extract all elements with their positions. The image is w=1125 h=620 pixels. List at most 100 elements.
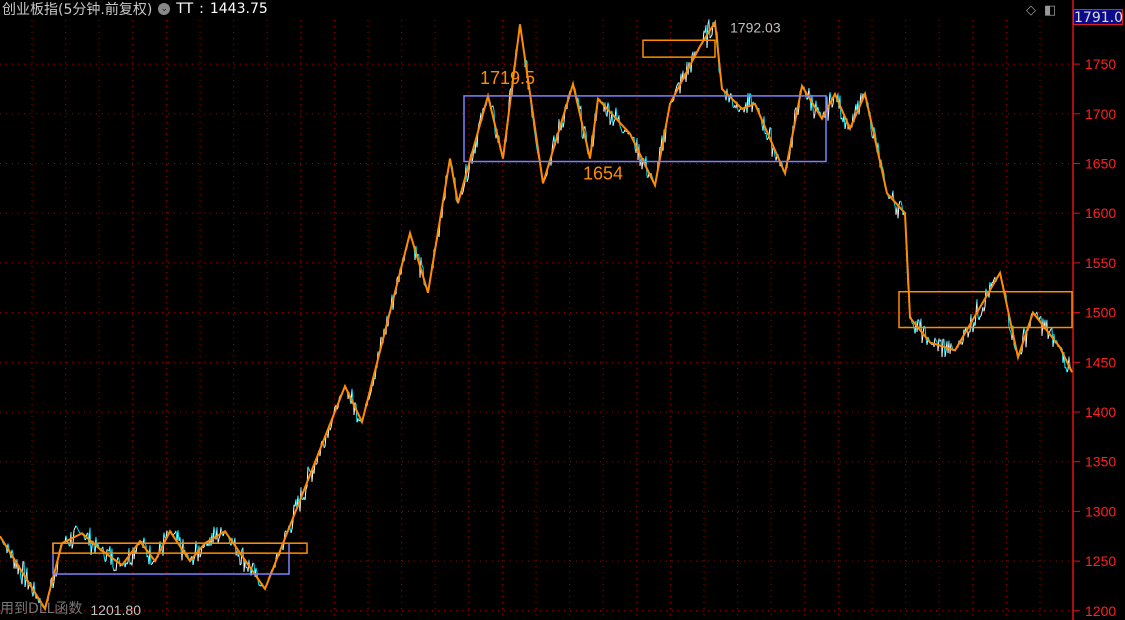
price-segment [1049,328,1052,332]
price-segment [1066,369,1069,373]
price-segment [182,538,185,551]
price-segment [771,147,774,157]
price-segment [827,106,830,121]
price-segment [368,395,371,400]
price-segment [874,132,877,139]
dropdown-circle-icon[interactable]: ⌄ [158,3,171,15]
price-segment [676,83,679,86]
price-segment [751,101,754,113]
price-segment [738,109,741,113]
price-segment [323,446,326,449]
price-segment [466,178,469,183]
price-segment [311,468,314,482]
price-segment [584,125,587,133]
price-segment [380,336,383,339]
price-segment [619,126,622,129]
range-box [898,290,1073,329]
price-segment [353,402,356,416]
price-segment [199,554,202,558]
price-segment [84,538,87,541]
price-segment [173,532,176,535]
axis-tick-label: 1600 [1085,205,1116,221]
price-segment [195,540,198,549]
price-segment [112,567,115,572]
price-segment [240,549,243,565]
price-segment [709,36,712,39]
price-segment [315,463,318,465]
price-segment [1036,311,1039,318]
price-segment [797,107,800,115]
price-segment [417,253,420,256]
price-segment [471,156,474,164]
price-annotation: 1792.03 [730,19,781,35]
chart-title: 创业板指(5分钟.前复权) [2,2,153,18]
price-annotation: 1719.5 [480,68,535,88]
current-price-label: 1791.0 [1073,9,1123,26]
price-segment [177,530,180,542]
price-segment [103,555,106,562]
price-segment [77,529,80,532]
price-segment [467,170,470,180]
price-segment [967,331,970,338]
price-segment [577,97,580,105]
price-segment [11,549,14,554]
price-segment [609,120,612,125]
price-segment [251,562,254,568]
panel-toggle-icon[interactable]: ◧ [1044,3,1057,18]
price-segment [2,543,5,545]
indicator-label: TT [176,1,194,17]
axis-tick-label: 1750 [1085,56,1116,72]
price-segment [73,527,76,531]
price-segment [1055,340,1058,342]
price-segment [218,535,221,539]
price-segment [290,529,293,533]
axis-tick-label: 1450 [1085,354,1116,370]
range-box [52,542,290,575]
price-segment [202,546,205,549]
price-segment [166,530,169,534]
price-segment [806,97,809,100]
price-segment [308,468,311,472]
price-segment [650,172,653,177]
range-box [52,542,308,554]
price-segment [478,120,481,124]
price-segment [239,563,242,566]
price-segment [880,159,883,167]
zigzag-line [0,19,1073,612]
price-segment [369,391,372,396]
price-segment [22,560,25,563]
price-segment [607,102,610,107]
price-segment [222,533,225,537]
price-segment [813,113,816,119]
diamond-icon[interactable]: ◇ [1026,3,1036,18]
price-segment [708,19,711,39]
price-segment [672,98,675,102]
price-segment [213,526,216,535]
footer-note: 用到DLL函数 [0,601,83,617]
axis-tick-label: 1500 [1085,305,1116,321]
price-segment [620,128,623,133]
price-segment [76,527,79,530]
price-segment [766,138,769,141]
price-segment [935,339,938,343]
price-segment [220,527,223,533]
price-segment [7,543,10,550]
axis-tick-label: 1250 [1085,553,1116,569]
price-segment [882,168,885,175]
price-segment [355,404,358,423]
price-segment [710,34,713,37]
price-segment [255,567,258,573]
price-segment [117,556,120,560]
chart-header: 创业板指(5分钟.前复权) ⌄ TT : 1443.75 [2,1,268,18]
price-segment [351,388,354,401]
price-segment [257,580,260,586]
axis-tick-label: 1650 [1085,156,1116,172]
price-segment [1060,346,1063,349]
price-segment [124,562,127,568]
price-segment [877,142,880,151]
price-segment [27,584,30,590]
price-segment [911,322,914,325]
price-segment [238,554,241,565]
price-segment [535,142,538,150]
